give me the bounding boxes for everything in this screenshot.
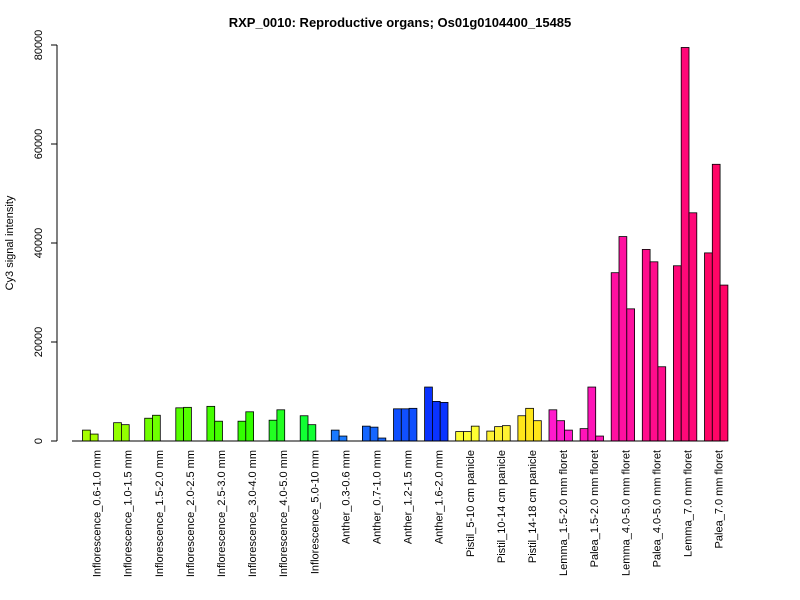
- x-tick-label: Lemma_4.0-5.0 mm floret: [620, 450, 632, 576]
- bar: [579, 428, 589, 442]
- bar: [338, 435, 348, 442]
- bar: [517, 415, 527, 442]
- x-tick-label: Inflorescence_4.0-5.0 mm: [278, 450, 290, 577]
- bar: [657, 366, 667, 442]
- bar: [121, 424, 130, 442]
- x-tick-label: Pistil_14-18 cm panicle: [527, 450, 539, 563]
- x-tick-label: Inflorescence_2.0-2.5 mm: [185, 450, 197, 577]
- x-tick-label: Anther_1.6-2.0 mm: [434, 450, 446, 544]
- bar: [408, 407, 418, 442]
- bar: [673, 265, 682, 442]
- bar: [431, 400, 441, 442]
- y-axis-label: Cy3 signal intensity: [4, 195, 16, 290]
- bars-group: [82, 47, 729, 442]
- bar: [688, 212, 698, 442]
- x-tick-label: Inflorescence_1.5-2.0 mm: [154, 450, 166, 577]
- bar: [206, 405, 216, 442]
- bar: [486, 430, 495, 442]
- bar: [330, 429, 340, 442]
- y-axis: 0 20000 40000 60000 80000: [33, 30, 58, 444]
- bar: [470, 425, 480, 442]
- bar: [400, 408, 410, 442]
- x-tick-label: Palea_7.0 mm floret: [714, 450, 726, 548]
- bar: [618, 236, 628, 442]
- bar: [704, 252, 713, 442]
- bar: [711, 163, 721, 442]
- bar: [299, 415, 309, 442]
- bar: [501, 425, 511, 442]
- x-tick-label: Inflorescence_5.0-10 mm: [309, 450, 321, 574]
- bar: [463, 431, 472, 442]
- bar: [276, 409, 286, 442]
- bar: [587, 386, 597, 442]
- bar: [649, 261, 659, 442]
- x-tick-label: Inflorescence_1.0-1.5 mm: [123, 450, 135, 577]
- bar: [268, 419, 278, 442]
- x-tick-label: Inflorescence_2.5-3.0 mm: [216, 450, 228, 577]
- bar: [439, 401, 449, 442]
- bar: [175, 407, 185, 442]
- bar: [455, 431, 464, 442]
- bar: [369, 426, 379, 442]
- x-tick-label: Lemma_1.5-2.0 mm floret: [558, 450, 570, 576]
- bar: [183, 406, 192, 442]
- chart-title: RXP_0010: Reproductive organs; Os01g0104…: [229, 15, 572, 30]
- bar: [144, 417, 153, 442]
- bar: [307, 424, 317, 442]
- bar: [424, 386, 433, 442]
- bar: [494, 426, 503, 442]
- x-tick-label: Pistil_10-14 cm panicle: [496, 450, 508, 563]
- x-tick-label: Lemma_7.0 mm floret: [682, 450, 694, 557]
- bar: [719, 284, 729, 442]
- x-tick-label: Inflorescence_3.0-4.0 mm: [247, 450, 259, 577]
- bar: [393, 408, 402, 442]
- bar: [361, 425, 371, 442]
- y-tick-label: 20000: [33, 327, 45, 358]
- y-tick-label: 60000: [33, 129, 45, 160]
- bar: [680, 47, 690, 442]
- bar: [214, 420, 223, 442]
- bar: [525, 407, 534, 442]
- bar: [626, 308, 635, 442]
- x-tick-label: Palea_4.0-5.0 mm floret: [651, 450, 663, 567]
- y-tick-label: 40000: [33, 228, 45, 259]
- bar: [82, 429, 91, 442]
- x-tick-label: Anther_0.7-1.0 mm: [372, 450, 384, 544]
- y-tick-label: 80000: [33, 30, 45, 61]
- x-tick-label: Anther_0.3-0.6 mm: [340, 450, 352, 544]
- bar: [237, 420, 247, 442]
- y-tick-label: 0: [33, 438, 45, 444]
- bar: [548, 409, 558, 442]
- bar: [89, 433, 99, 442]
- bar: [533, 420, 542, 442]
- bar: [245, 411, 255, 442]
- x-tick-label: Palea_1.5-2.0 mm floret: [589, 450, 601, 567]
- bar: [595, 435, 604, 442]
- bar: [564, 429, 573, 442]
- bar: [113, 422, 122, 442]
- x-tick-label: Inflorescence_0.6-1.0 mm: [92, 450, 104, 577]
- x-tick-label: Anther_1.2-1.5 mm: [403, 450, 415, 544]
- bar: [152, 414, 161, 442]
- bar: [610, 272, 620, 442]
- bar: [641, 249, 651, 442]
- x-tick-label: Pistil_5-10 cm panicle: [465, 450, 477, 557]
- bar: [556, 420, 565, 442]
- x-tick-labels: Inflorescence_0.6-1.0 mm Inflorescence_1.…: [92, 450, 726, 577]
